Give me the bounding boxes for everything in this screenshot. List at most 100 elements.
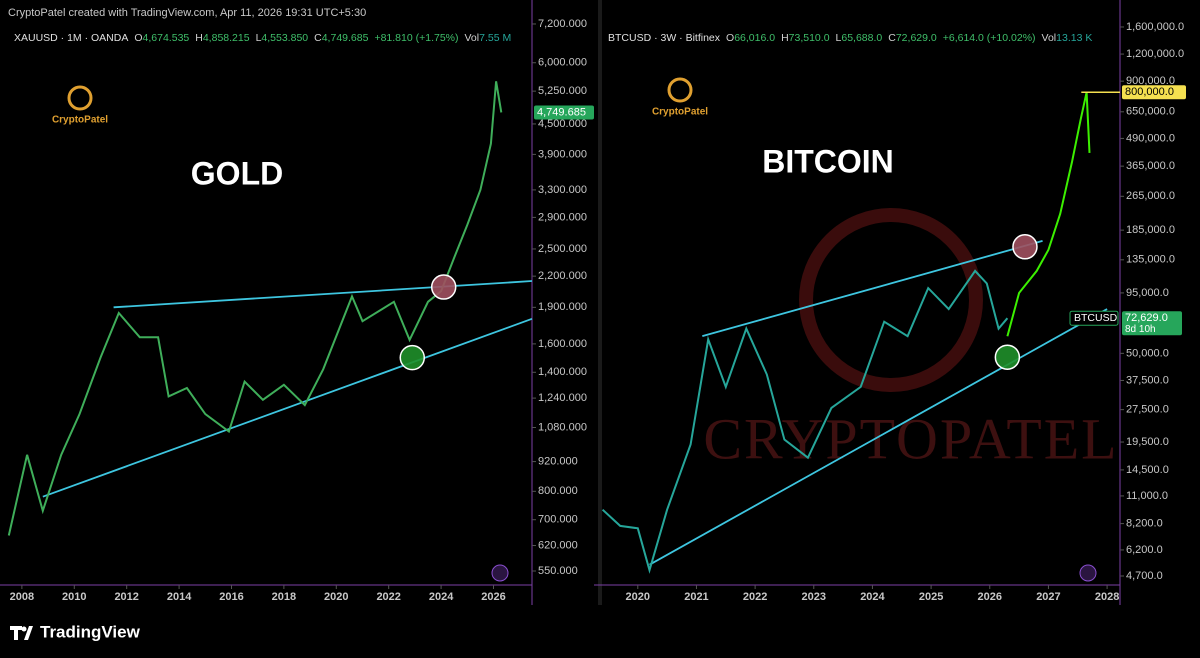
legend-key: H <box>195 32 203 44</box>
target-label-box <box>1122 85 1186 100</box>
legend-value: 66,016.0 <box>734 32 775 44</box>
y-tick-label: 920.000 <box>538 455 578 467</box>
legend-key: C <box>314 32 322 44</box>
tradingview-logo <box>10 626 33 640</box>
trendline <box>42 317 533 498</box>
y-tick-label: 1,200,000.0 <box>1126 48 1184 60</box>
countdown: 8d 10h <box>1125 324 1156 335</box>
legend-value: 7.55 M <box>479 32 511 44</box>
chart-title: GOLD <box>191 155 283 191</box>
x-tick-label: 2022 <box>376 591 400 603</box>
y-tick-label: 1,080.000 <box>538 421 587 433</box>
y-tick-label: 700.000 <box>538 514 578 526</box>
x-tick-label: 2024 <box>860 591 885 603</box>
highlight-circle <box>430 274 457 300</box>
y-tick-label: 37,500.0 <box>1126 374 1169 386</box>
target-label: 800,000.0 <box>1125 86 1174 98</box>
price-line <box>1006 92 1091 337</box>
trendline <box>649 308 1108 566</box>
y-tick-label: 4,500.000 <box>538 118 587 130</box>
legend-key: L <box>836 32 842 44</box>
x-tick-label: 2020 <box>626 591 650 603</box>
symbol: XAUUSD · 1M · OANDA <box>14 32 128 44</box>
y-tick-label: 6,200.0 <box>1126 544 1163 556</box>
y-tick-label: 1,900.000 <box>538 301 587 313</box>
x-tick-label: 2012 <box>114 591 138 603</box>
symbol-tag-box <box>1069 310 1119 326</box>
logo-text: CryptoPatel <box>652 107 708 118</box>
y-tick-label: 2,500.000 <box>538 243 587 255</box>
trendline <box>702 240 1043 338</box>
y-tick-label: 2,200.000 <box>538 270 587 282</box>
y-tick-label: 5,250.000 <box>538 85 587 97</box>
y-tick-label: 800.000 <box>538 485 578 497</box>
legend-value: 13.13 K <box>1056 32 1092 44</box>
alert-icon <box>491 564 509 582</box>
y-tick-label: 3,900.000 <box>538 148 587 160</box>
y-tick-label: 1,600,000.0 <box>1126 21 1184 33</box>
alert-icon <box>1079 564 1097 582</box>
y-tick-label: 1,240.000 <box>538 392 587 404</box>
x-tick-label: 2026 <box>978 591 1002 603</box>
panel-divider <box>598 0 602 605</box>
symbol-legend: XAUUSD · 1M · OANDA O4,674.535 H4,858.215 L… <box>14 32 511 44</box>
x-tick-label: 2014 <box>167 591 192 603</box>
legend-value: 65,688.0 <box>841 32 882 44</box>
y-tick-label: 6,000.000 <box>538 57 587 69</box>
chart-title: BITCOIN <box>762 143 894 179</box>
x-tick-label: 2024 <box>429 591 454 603</box>
legend-key: O <box>134 32 142 44</box>
legend-key: O <box>726 32 734 44</box>
x-tick-label: 2021 <box>684 591 708 603</box>
last-price-label: 72,629.0 <box>1125 312 1168 324</box>
y-tick-label: 4,700.0 <box>1126 570 1163 582</box>
legend-value: 4,749.685 <box>322 32 369 44</box>
last-price-box <box>1122 311 1182 336</box>
legend-value: 73,510.0 <box>789 32 830 44</box>
x-tick-label: 2025 <box>919 591 943 603</box>
last-price-box <box>534 105 594 120</box>
last-price-label: 4,749.685 <box>537 106 586 118</box>
x-tick-label: 2020 <box>324 591 348 603</box>
watermark: CRYPTOPATEL <box>703 406 1118 471</box>
y-tick-label: 185,000.0 <box>1126 224 1175 236</box>
x-tick-label: 2028 <box>1095 591 1119 603</box>
x-tick-label: 2008 <box>10 591 34 603</box>
legend-key: H <box>781 32 789 44</box>
legend-key: L <box>256 32 262 44</box>
x-tick-label: 2023 <box>802 591 826 603</box>
x-tick-label: 2016 <box>219 591 243 603</box>
y-tick-label: 1,600.000 <box>538 338 587 350</box>
legend-value: +6,614.0 (+10.02%) <box>943 32 1036 44</box>
y-tick-label: 27,500.0 <box>1126 404 1169 416</box>
y-tick-label: 19,500.0 <box>1126 436 1169 448</box>
price-line <box>7 81 503 536</box>
x-tick-label: 2022 <box>743 591 767 603</box>
legend-value: 4,674.535 <box>143 32 190 44</box>
y-tick-label: 7,200.000 <box>538 18 587 30</box>
y-tick-label: 490,000.0 <box>1126 132 1175 144</box>
logo-text: CryptoPatel <box>52 115 108 126</box>
y-tick-label: 900,000.0 <box>1126 75 1175 87</box>
legend-value: 4,553.850 <box>261 32 308 44</box>
y-tick-label: 14,500.0 <box>1126 464 1169 476</box>
y-tick-label: 2,900.000 <box>538 211 587 223</box>
x-tick-label: 2026 <box>481 591 505 603</box>
y-tick-label: 95,000.0 <box>1126 287 1169 299</box>
y-tick-label: 135,000.0 <box>1126 254 1175 266</box>
y-tick-label: 50,000.0 <box>1126 347 1169 359</box>
y-tick-label: 365,000.0 <box>1126 160 1175 172</box>
x-tick-label: 2010 <box>62 591 86 603</box>
y-tick-label: 1,400.000 <box>538 366 587 378</box>
symbol-tag: BTCUSD <box>1074 312 1118 324</box>
legend-value: 4,858.215 <box>203 32 250 44</box>
y-tick-label: 8,200.0 <box>1126 518 1163 530</box>
symbol-legend: BTCUSD · 3W · Bitfinex O66,016.0 H73,510.0… <box>608 32 1092 44</box>
symbol: BTCUSD · 3W · Bitfinex <box>608 32 721 44</box>
legend-value: 72,629.0 <box>896 32 937 44</box>
y-tick-label: 650,000.0 <box>1126 106 1175 118</box>
highlight-circle <box>399 344 426 371</box>
legend-key: Vol <box>1042 32 1057 44</box>
highlight-circle <box>994 344 1021 370</box>
